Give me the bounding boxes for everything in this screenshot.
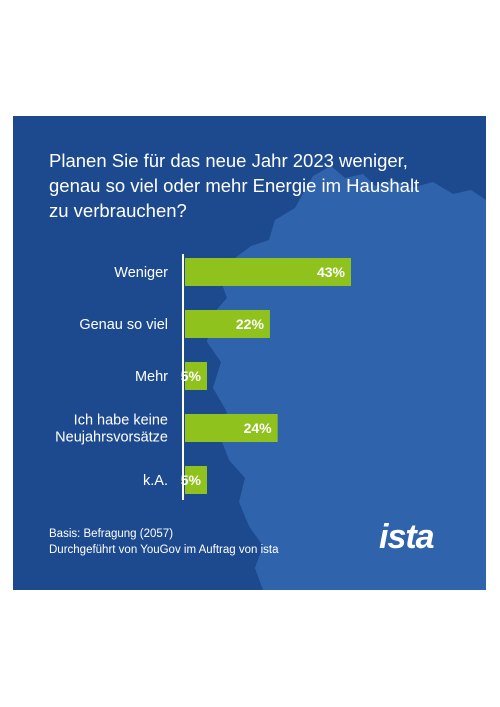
category-label: Neujahrsvorsätze xyxy=(55,430,168,446)
data-label: 24% xyxy=(244,420,273,436)
bar xyxy=(185,414,278,442)
chart-title: Planen Sie für das neue Jahr 2023 wenige… xyxy=(49,148,469,223)
category-label: Genau so viel xyxy=(79,317,168,333)
data-label: 5% xyxy=(181,368,202,384)
data-label: 43% xyxy=(317,264,346,280)
bar xyxy=(185,310,270,338)
category-label: k.A. xyxy=(143,473,168,489)
data-label: 5% xyxy=(181,472,202,488)
ista-logo: ista xyxy=(379,518,435,556)
infographic-panel: Planen Sie für das neue Jahr 2023 wenige… xyxy=(13,116,486,590)
bar xyxy=(185,362,207,390)
data-label: 22% xyxy=(236,316,265,332)
title-line: genau so viel oder mehr Energie im Haush… xyxy=(49,175,420,196)
category-label: Weniger xyxy=(114,265,168,281)
source-line: Basis: Befragung (2057) xyxy=(49,528,174,540)
title-line: zu verbrauchen? xyxy=(49,200,187,221)
title-line: Planen Sie für das neue Jahr 2023 wenige… xyxy=(49,150,408,171)
bar-chart: 43% Weniger 22% Genau so viel 5% Mehr 24% Ich h… xyxy=(55,254,351,500)
source-note: Basis: Befragung (2057) Durchgeführt von… xyxy=(49,526,279,558)
category-label: Mehr xyxy=(135,369,168,385)
bar xyxy=(185,258,351,286)
category-label: Ich habe keine xyxy=(74,413,168,429)
source-line: Durchgeführt von YouGov im Auftrag von i… xyxy=(49,544,279,556)
bar xyxy=(185,466,207,494)
